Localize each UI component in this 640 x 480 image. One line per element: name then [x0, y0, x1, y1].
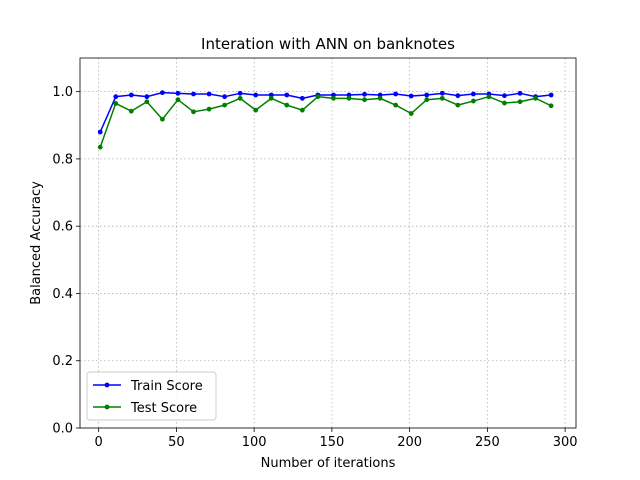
train-score-point — [470, 91, 476, 97]
test-score-point — [160, 116, 165, 122]
train-score-point — [128, 92, 134, 98]
legend-test-marker — [104, 404, 110, 410]
legend-train-marker — [104, 382, 110, 388]
ticks: 0 50 100 150 200 250 300 0.0 0.2 0.4 0.6 0.8 1.0 — [52, 85, 577, 450]
test-score-point — [97, 144, 103, 150]
train-score-point — [144, 94, 150, 100]
test-score-point — [191, 109, 196, 115]
train-score-line — [99, 91, 552, 133]
test-score-point — [470, 98, 476, 104]
test-score-point — [346, 95, 352, 101]
test-score-point — [377, 95, 383, 101]
test-score-point — [315, 94, 321, 100]
y-tick-label: 0.0 — [52, 422, 73, 437]
x-tick-label: 300 — [553, 435, 578, 450]
test-score-point — [393, 102, 399, 108]
train-score-point — [502, 93, 507, 99]
x-tick-label: 100 — [242, 435, 267, 450]
test-score-point — [517, 99, 523, 105]
test-score-line — [99, 95, 552, 148]
y-tick-label: 0.2 — [52, 354, 73, 369]
test-score-point — [439, 95, 445, 101]
chart-title: Interation with ANN on banknotes — [201, 35, 455, 53]
train-score-point — [160, 90, 165, 96]
train-score-point — [439, 90, 445, 96]
train-score-point — [548, 92, 554, 98]
train-score-point — [253, 92, 259, 98]
train-score-point — [299, 95, 305, 101]
x-tick-label: 0 — [95, 435, 103, 450]
y-tick-label: 0.8 — [52, 152, 73, 167]
test-score-point — [362, 97, 367, 103]
test-score-point — [548, 103, 554, 109]
train-score-point — [331, 92, 336, 98]
test-score-point — [284, 102, 290, 108]
test-score-point — [268, 95, 274, 101]
train-score-point — [408, 93, 414, 99]
train-score-point — [175, 90, 181, 96]
grid — [80, 58, 576, 429]
y-tick-label: 0.6 — [52, 220, 73, 235]
legend-test-label: Test Score — [130, 401, 197, 416]
test-score-point — [299, 107, 305, 113]
y-tick-label: 1.0 — [52, 85, 73, 100]
train-score-point — [362, 91, 367, 97]
train-score-point — [377, 92, 383, 98]
plot-area — [79, 57, 577, 429]
train-score-point — [206, 91, 212, 97]
test-score-point — [455, 102, 461, 108]
test-score-point — [486, 94, 492, 100]
test-score-point — [408, 111, 414, 116]
test-score-point — [128, 108, 134, 114]
x-tick-label: 200 — [397, 435, 422, 450]
train-score-point — [222, 94, 228, 100]
y-axis-label: Balanced Accuracy — [29, 181, 44, 305]
test-score-point — [144, 99, 150, 105]
train-score-point — [113, 94, 119, 100]
train-score-point — [284, 92, 290, 98]
train-score-point — [424, 92, 430, 98]
x-tick-label: 150 — [319, 435, 344, 450]
legend-box — [86, 371, 217, 421]
test-score-point — [113, 101, 119, 106]
test-score-point — [502, 100, 507, 106]
x-tick-label: 50 — [168, 435, 185, 450]
x-tick-label: 250 — [475, 435, 500, 450]
y-tick-label: 0.4 — [52, 287, 73, 302]
test-score-point — [222, 102, 228, 108]
train-score-point — [191, 91, 196, 97]
train-score-point — [268, 92, 274, 98]
legend-train-label: Train Score — [130, 379, 203, 394]
train-score-point — [346, 92, 352, 98]
test-score-point — [237, 95, 243, 101]
legend: Train Score Test Score — [86, 371, 217, 421]
test-score-point — [424, 97, 430, 103]
test-score-point — [206, 106, 212, 112]
train-score-point — [393, 91, 399, 97]
test-score-point — [175, 97, 181, 103]
test-score-point — [331, 95, 336, 101]
train-score-point — [517, 90, 523, 96]
train-score-point — [237, 90, 243, 96]
x-axis-label: Number of iterations — [261, 456, 396, 471]
test-score-point — [253, 107, 259, 113]
train-score-point — [97, 129, 103, 135]
test-score-point — [533, 95, 538, 101]
series-layer — [97, 90, 554, 150]
train-score-point — [455, 93, 461, 99]
